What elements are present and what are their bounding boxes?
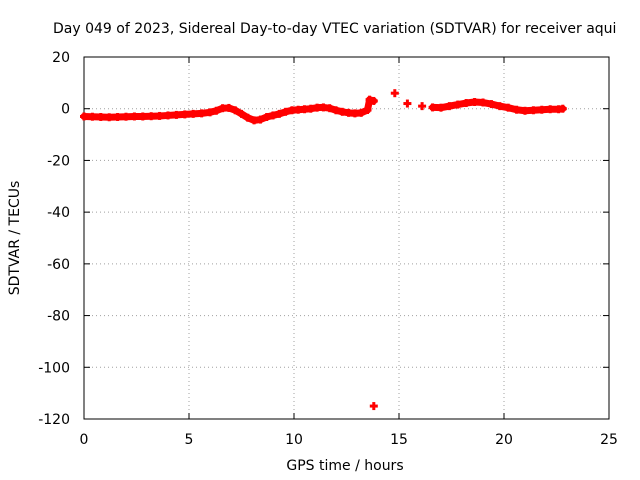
y-tick-label: -40	[47, 205, 70, 221]
data-point	[369, 96, 378, 105]
x-tick-label: 20	[495, 432, 513, 448]
y-tick-label: -20	[47, 153, 70, 169]
axis-ticks: 20 0 -20 -40 -60 -80 -100 -120 0 5 10 15 20 25	[38, 50, 618, 448]
y-tick-label: -100	[38, 360, 70, 376]
data-point	[390, 89, 399, 98]
x-tick-label: 10	[285, 432, 303, 448]
data-point	[369, 402, 378, 411]
plot-frame	[83, 56, 610, 420]
chart-title: Day 049 of 2023, Sidereal Day-to-day VTE…	[53, 21, 616, 37]
x-tick-label: 5	[185, 432, 194, 448]
x-tick-label: 25	[600, 432, 618, 448]
data-point	[403, 99, 412, 108]
y-axis-title: SDTVAR / TECUs	[7, 181, 23, 296]
y-tick-label: 20	[52, 50, 70, 66]
x-tick-label: 15	[390, 432, 408, 448]
data-point	[418, 102, 427, 111]
y-tick-label: -80	[47, 309, 70, 325]
y-tick-label: 0	[61, 102, 70, 118]
data-points	[80, 89, 567, 411]
y-tick-label: -120	[38, 412, 70, 428]
x-axis-title: GPS time / hours	[286, 458, 403, 474]
x-tick-label: 0	[80, 432, 89, 448]
y-tick-label: -60	[47, 257, 70, 273]
data-point	[558, 104, 567, 113]
